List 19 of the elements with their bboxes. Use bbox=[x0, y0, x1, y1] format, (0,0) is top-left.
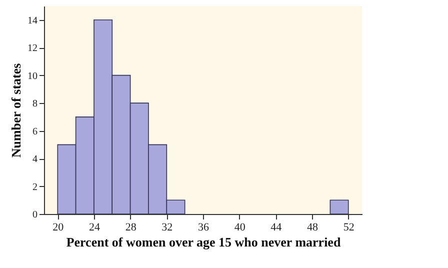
x-tick-label: 36 bbox=[198, 222, 210, 234]
x-tick-label: 48 bbox=[307, 222, 319, 234]
y-tick-label: 14 bbox=[28, 15, 38, 26]
x-tick-label: 32 bbox=[162, 222, 173, 234]
x-axis-title: Percent of women over age 15 who never married bbox=[66, 234, 342, 250]
x-tick-label: 40 bbox=[234, 222, 246, 234]
y-tick-label: 0 bbox=[32, 210, 38, 220]
x-tick-label: 20 bbox=[52, 222, 64, 234]
x-tick-label: 52 bbox=[343, 222, 354, 234]
x-tick-label: 28 bbox=[125, 222, 137, 234]
y-axis-title: Number of states bbox=[8, 63, 24, 158]
y-tick-label: 10 bbox=[28, 70, 38, 82]
y-tick-label: 4 bbox=[32, 154, 38, 166]
y-tick-label: 8 bbox=[32, 98, 38, 110]
y-tick-label: 12 bbox=[28, 43, 38, 54]
y-tick-label: 2 bbox=[32, 182, 38, 193]
x-tick-label: 44 bbox=[270, 222, 282, 234]
y-tick-label: 6 bbox=[32, 126, 38, 138]
x-tick-label: 24 bbox=[88, 222, 100, 234]
